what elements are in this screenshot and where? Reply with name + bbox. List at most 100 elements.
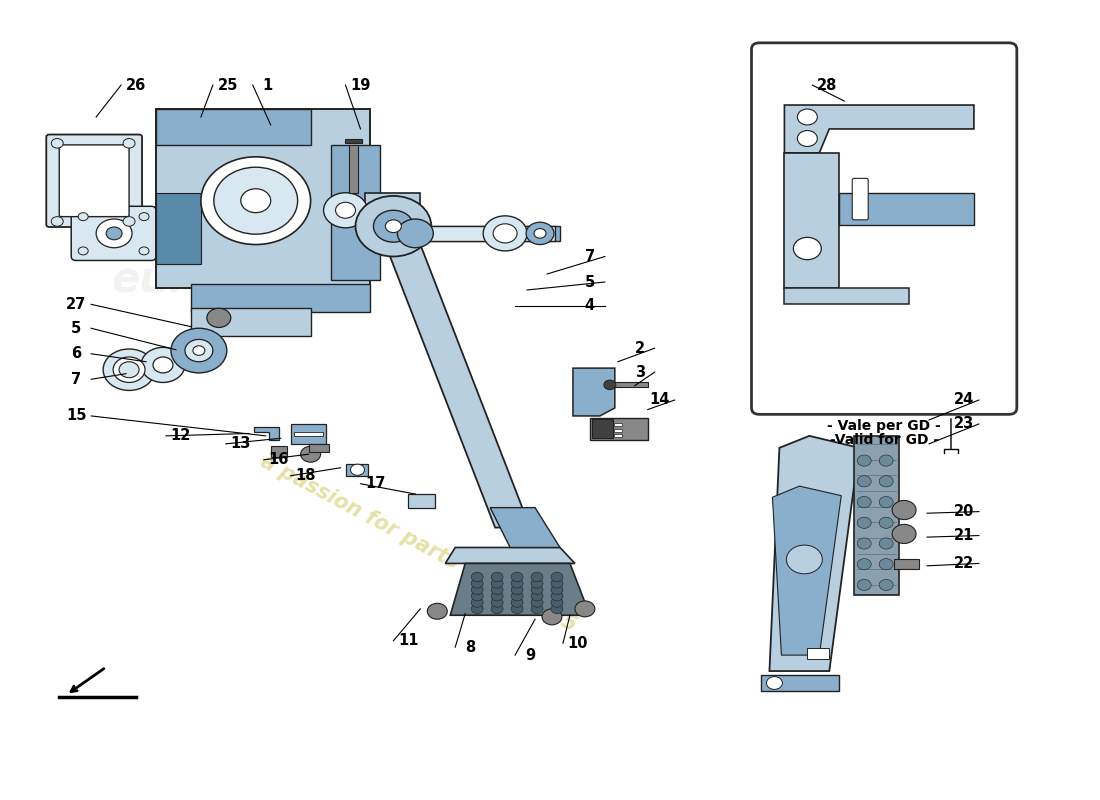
FancyBboxPatch shape xyxy=(59,145,129,217)
Polygon shape xyxy=(385,245,530,527)
Circle shape xyxy=(141,347,185,382)
Polygon shape xyxy=(614,434,622,438)
Circle shape xyxy=(798,109,817,125)
Circle shape xyxy=(491,572,503,582)
Circle shape xyxy=(355,196,431,257)
Circle shape xyxy=(323,193,367,228)
Circle shape xyxy=(491,578,503,588)
Polygon shape xyxy=(349,145,359,193)
Circle shape xyxy=(213,167,298,234)
Circle shape xyxy=(604,380,616,390)
Circle shape xyxy=(373,210,414,242)
Circle shape xyxy=(512,572,524,582)
Polygon shape xyxy=(365,193,420,241)
Circle shape xyxy=(119,362,139,378)
Circle shape xyxy=(551,604,563,614)
Text: 25: 25 xyxy=(218,78,238,93)
Circle shape xyxy=(798,130,817,146)
Circle shape xyxy=(52,217,63,226)
Circle shape xyxy=(471,604,483,614)
Circle shape xyxy=(493,224,517,243)
Text: 13: 13 xyxy=(231,436,251,451)
Circle shape xyxy=(857,558,871,570)
Polygon shape xyxy=(839,193,974,225)
Circle shape xyxy=(542,609,562,625)
Circle shape xyxy=(551,598,563,607)
Polygon shape xyxy=(408,494,436,508)
Polygon shape xyxy=(573,368,615,416)
Circle shape xyxy=(106,227,122,240)
Circle shape xyxy=(551,591,563,601)
Circle shape xyxy=(123,138,135,148)
Circle shape xyxy=(575,601,595,617)
Circle shape xyxy=(491,598,503,607)
Polygon shape xyxy=(191,308,310,336)
Polygon shape xyxy=(894,559,920,569)
Circle shape xyxy=(185,339,213,362)
Circle shape xyxy=(139,247,148,255)
Circle shape xyxy=(336,202,355,218)
Circle shape xyxy=(551,578,563,588)
Text: 16: 16 xyxy=(268,452,289,467)
Polygon shape xyxy=(590,418,648,440)
Circle shape xyxy=(241,189,271,213)
Polygon shape xyxy=(614,423,622,426)
Circle shape xyxy=(879,476,893,487)
FancyBboxPatch shape xyxy=(72,206,156,261)
Circle shape xyxy=(879,497,893,508)
Polygon shape xyxy=(784,288,909,304)
Polygon shape xyxy=(592,419,613,438)
Circle shape xyxy=(192,346,205,355)
Polygon shape xyxy=(156,193,201,265)
Circle shape xyxy=(512,591,524,601)
Text: 3: 3 xyxy=(635,365,645,379)
Text: 27: 27 xyxy=(66,297,86,312)
Text: 8: 8 xyxy=(465,640,475,654)
Circle shape xyxy=(531,598,543,607)
Text: a passion for parts since 1985: a passion for parts since 1985 xyxy=(257,451,580,636)
Circle shape xyxy=(526,222,554,245)
Circle shape xyxy=(113,357,145,382)
Circle shape xyxy=(857,455,871,466)
Circle shape xyxy=(857,497,871,508)
Text: 4: 4 xyxy=(585,298,595,314)
Polygon shape xyxy=(156,109,371,288)
Polygon shape xyxy=(450,563,590,615)
Circle shape xyxy=(471,572,483,582)
Circle shape xyxy=(531,572,543,582)
Circle shape xyxy=(879,558,893,570)
Circle shape xyxy=(483,216,527,251)
Circle shape xyxy=(207,308,231,327)
Bar xyxy=(807,648,829,659)
Polygon shape xyxy=(491,508,560,547)
Text: 12: 12 xyxy=(170,428,191,443)
Circle shape xyxy=(427,603,448,619)
Polygon shape xyxy=(345,464,368,476)
Text: 10: 10 xyxy=(568,636,588,650)
Text: -Valid for GD -: -Valid for GD - xyxy=(829,433,938,447)
Polygon shape xyxy=(608,382,648,387)
Text: 7: 7 xyxy=(72,372,81,386)
Text: 28: 28 xyxy=(817,78,837,93)
FancyBboxPatch shape xyxy=(46,134,142,227)
Text: 7: 7 xyxy=(585,249,595,264)
Text: 18: 18 xyxy=(296,468,316,483)
Polygon shape xyxy=(254,427,278,440)
Text: - Vale per GD -: - Vale per GD - xyxy=(827,418,940,433)
Text: 14: 14 xyxy=(649,393,670,407)
Circle shape xyxy=(531,604,543,614)
Circle shape xyxy=(857,476,871,487)
Circle shape xyxy=(879,579,893,590)
Text: 22: 22 xyxy=(954,556,975,571)
Circle shape xyxy=(491,591,503,601)
Circle shape xyxy=(879,455,893,466)
Circle shape xyxy=(534,229,546,238)
Text: 6: 6 xyxy=(72,346,81,362)
Circle shape xyxy=(471,578,483,588)
Polygon shape xyxy=(156,109,310,145)
Circle shape xyxy=(892,501,916,519)
Circle shape xyxy=(892,524,916,543)
Polygon shape xyxy=(446,547,575,563)
Polygon shape xyxy=(761,675,839,691)
Circle shape xyxy=(879,538,893,549)
